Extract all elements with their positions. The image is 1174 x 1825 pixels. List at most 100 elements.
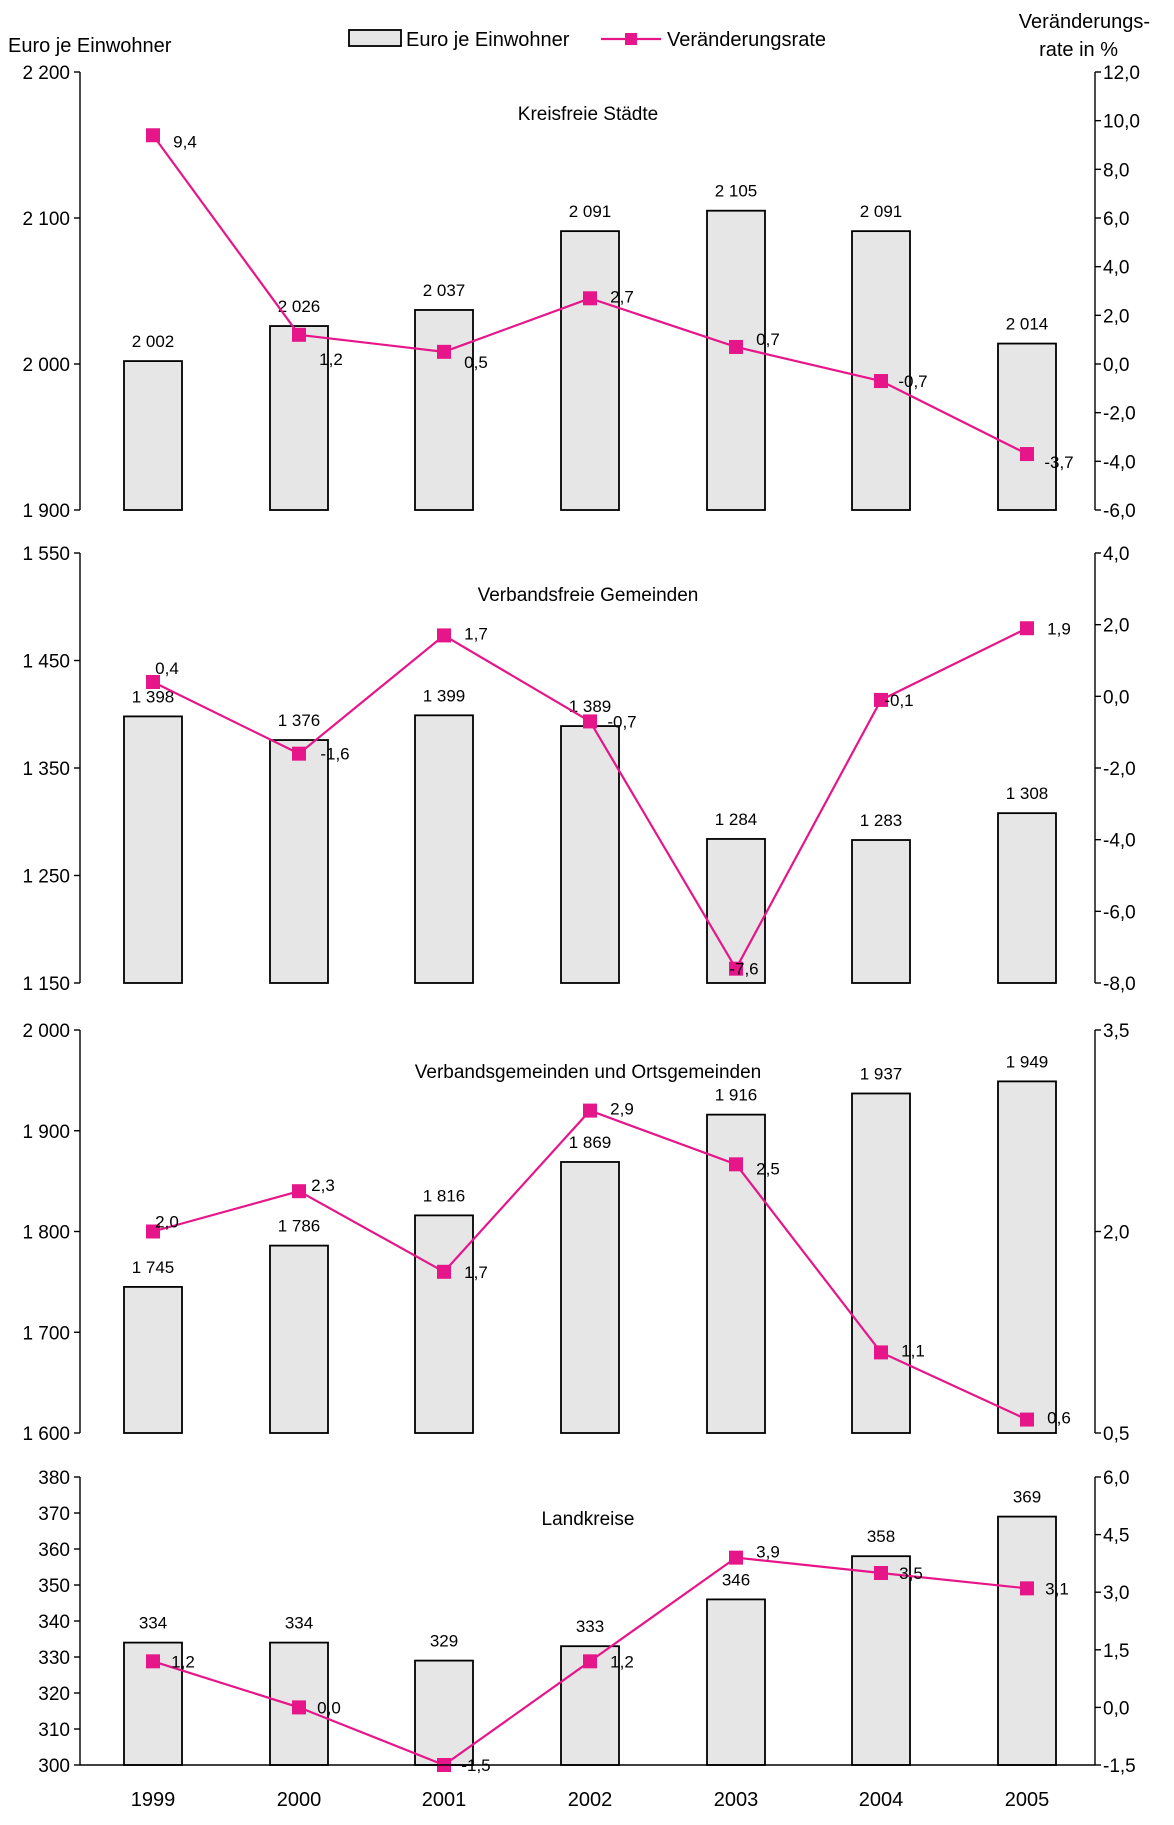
left-tick-label: 380	[38, 1468, 70, 1489]
right-tick-label: 4,0	[1103, 258, 1129, 279]
left-tick-label: 340	[38, 1612, 70, 1633]
right-tick-label: 10,0	[1103, 112, 1140, 133]
rate-label: 1,7	[464, 624, 488, 643]
panel-2: 1 150 1 250 1 350 1 450 1 550 -8,0 -6,0 -4,0 -2,…	[22, 544, 1135, 995]
right-tick-label: 0,0	[1103, 1698, 1129, 1719]
panel-title: Landkreise	[542, 1509, 635, 1530]
bar	[560, 230, 620, 511]
bar-label: 1 816	[423, 1186, 466, 1205]
right-tick-label: 8,0	[1103, 160, 1129, 181]
legend-bar-label: Euro je Einwohner	[406, 29, 570, 51]
left-tick-label: 1 600	[22, 1424, 70, 1445]
rate-label: -3,7	[1044, 453, 1073, 472]
bar	[414, 714, 474, 984]
bar-label: 1 869	[569, 1133, 612, 1152]
right-tick-label: 12,0	[1103, 63, 1140, 84]
rate-marker	[874, 1566, 888, 1580]
right-tick-label: 2,0	[1103, 1223, 1129, 1244]
bar	[123, 715, 183, 984]
right-tick-label: -6,0	[1103, 902, 1136, 923]
right-axis-title-line2: rate in %	[1039, 39, 1118, 61]
bar-label: 2 002	[132, 332, 175, 351]
bar	[851, 1555, 911, 1766]
bar-label: 1 786	[278, 1217, 321, 1236]
rate-marker	[292, 1184, 306, 1199]
rate-marker	[292, 327, 306, 342]
right-axis-title-line1: Veränderungs-	[1019, 11, 1150, 33]
right-tick-label: -8,0	[1103, 974, 1136, 995]
rate-label: 1,2	[171, 1652, 195, 1671]
rate-label: 9,4	[173, 132, 197, 151]
rate-marker	[1020, 1581, 1034, 1596]
bar-label: 2 014	[1006, 315, 1049, 334]
bar-label: 1 937	[860, 1064, 903, 1083]
bar	[269, 1244, 329, 1434]
legend-line-label: Veränderungsrate	[667, 29, 826, 51]
bar	[123, 1286, 183, 1434]
panel-title: Kreisfreie Städte	[518, 104, 658, 125]
panel-3: 1 600 1 700 1 800 1 900 2 000 0,5 2,0 3,5 Verban…	[22, 1021, 1129, 1445]
bar-label: 346	[722, 1570, 750, 1589]
rate-label: 3,9	[756, 1543, 780, 1562]
rate-marker	[874, 374, 888, 389]
rate-marker	[729, 1550, 743, 1565]
right-tick-label: 6,0	[1103, 209, 1129, 230]
right-tick-label: 2,0	[1103, 616, 1129, 637]
bar-label: 1 284	[715, 810, 758, 829]
left-tick-label: 1 450	[22, 652, 70, 673]
right-tick-label: 4,5	[1103, 1526, 1129, 1547]
rate-label: 2,3	[311, 1176, 335, 1195]
bar-label: 2 091	[569, 202, 612, 221]
panel-title: Verbandsfreie Gemeinden	[478, 585, 699, 606]
bar	[560, 725, 620, 984]
left-tick-label: 1 250	[22, 867, 70, 888]
rate-label: 2,5	[756, 1159, 780, 1178]
right-tick-label: 3,5	[1103, 1021, 1129, 1042]
bar-label: 1 398	[132, 687, 175, 706]
rate-marker	[874, 692, 888, 707]
bar	[706, 1598, 766, 1766]
left-tick-label: 2 000	[22, 1021, 70, 1042]
bar	[851, 839, 911, 984]
bar	[269, 739, 329, 984]
rate-marker	[292, 746, 306, 761]
rate-marker	[1020, 447, 1034, 462]
x-tick-label: 2005	[1005, 1789, 1050, 1811]
rate-label: 1,2	[319, 350, 343, 369]
left-tick-label: 1 700	[22, 1323, 70, 1344]
rate-label: 0,7	[756, 330, 780, 349]
bar-label: 2 037	[423, 281, 466, 300]
bar-label: 1 745	[132, 1258, 175, 1277]
bar-label: 334	[285, 1614, 313, 1633]
legend: Euro je Einwohner Veränderungsrate	[348, 29, 826, 51]
left-tick-label: 1 350	[22, 759, 70, 780]
x-tick-label: 2004	[859, 1789, 904, 1811]
rate-marker	[583, 291, 597, 306]
bar-label: 1 916	[715, 1086, 758, 1105]
rate-label: 1,9	[1047, 619, 1071, 638]
left-tick-label: 350	[38, 1576, 70, 1597]
rate-marker	[1020, 621, 1034, 636]
left-tick-label: 310	[38, 1720, 70, 1741]
panel-1: 1 900 2 000 2 100 2 200 -6,0 -4,0 -2,0 0,0 2,0 4,…	[22, 63, 1140, 522]
x-tick-label: 2002	[568, 1789, 613, 1811]
panel-title: Verbandsgemeinden und Ortsgemeinden	[415, 1062, 761, 1083]
rate-label: 2,9	[610, 1100, 634, 1119]
right-tick-label: 4,0	[1103, 544, 1129, 565]
rate-marker	[437, 628, 451, 643]
rate-label: 1,7	[464, 1263, 488, 1282]
rate-marker	[146, 675, 160, 689]
bar	[414, 309, 474, 511]
x-tick-label: 1999	[131, 1789, 176, 1811]
left-tick-label: 2 100	[22, 209, 70, 230]
bar-label: 1 376	[278, 711, 321, 730]
rate-label: 0,4	[155, 659, 179, 678]
chart-panels: 1 900 2 000 2 100 2 200 -6,0 -4,0 -2,0 0,0 2,0 4,…	[22, 63, 1140, 1811]
bar-label: 1 949	[1006, 1052, 1049, 1071]
bar-label: 333	[576, 1617, 604, 1636]
rate-marker	[729, 1157, 743, 1172]
bar-label: 1 399	[423, 686, 466, 705]
left-tick-label: 2 200	[22, 63, 70, 84]
rate-marker	[292, 1700, 306, 1715]
bar	[997, 1515, 1057, 1766]
